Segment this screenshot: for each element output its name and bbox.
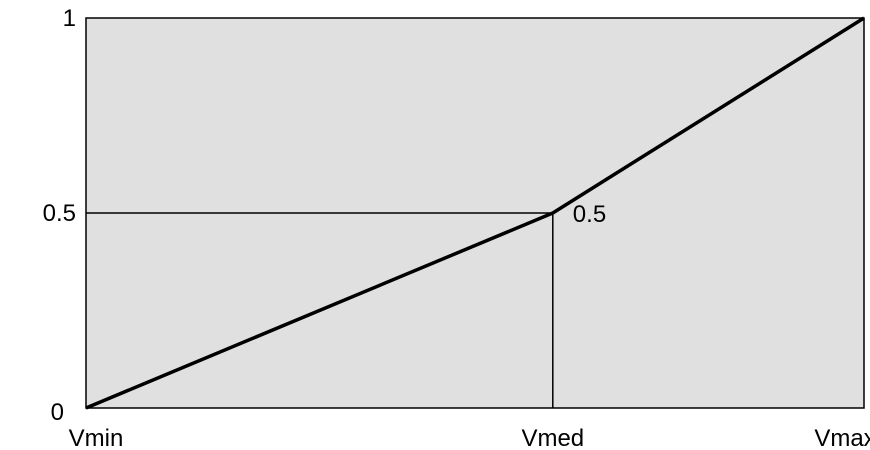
series-line <box>85 16 865 410</box>
x-tick-label-vmax: Vmax <box>814 425 870 450</box>
y-tick-label-1: 1 <box>63 5 76 32</box>
x-tick-label-vmed: Vmed <box>521 425 584 450</box>
y-tick-label-0.5: 0.5 <box>43 200 76 227</box>
data-label-midpoint: 0.5 <box>573 201 606 228</box>
x-tick-label-vmin: Vmin <box>69 425 124 450</box>
y-tick-label-0: 0 <box>51 399 64 426</box>
